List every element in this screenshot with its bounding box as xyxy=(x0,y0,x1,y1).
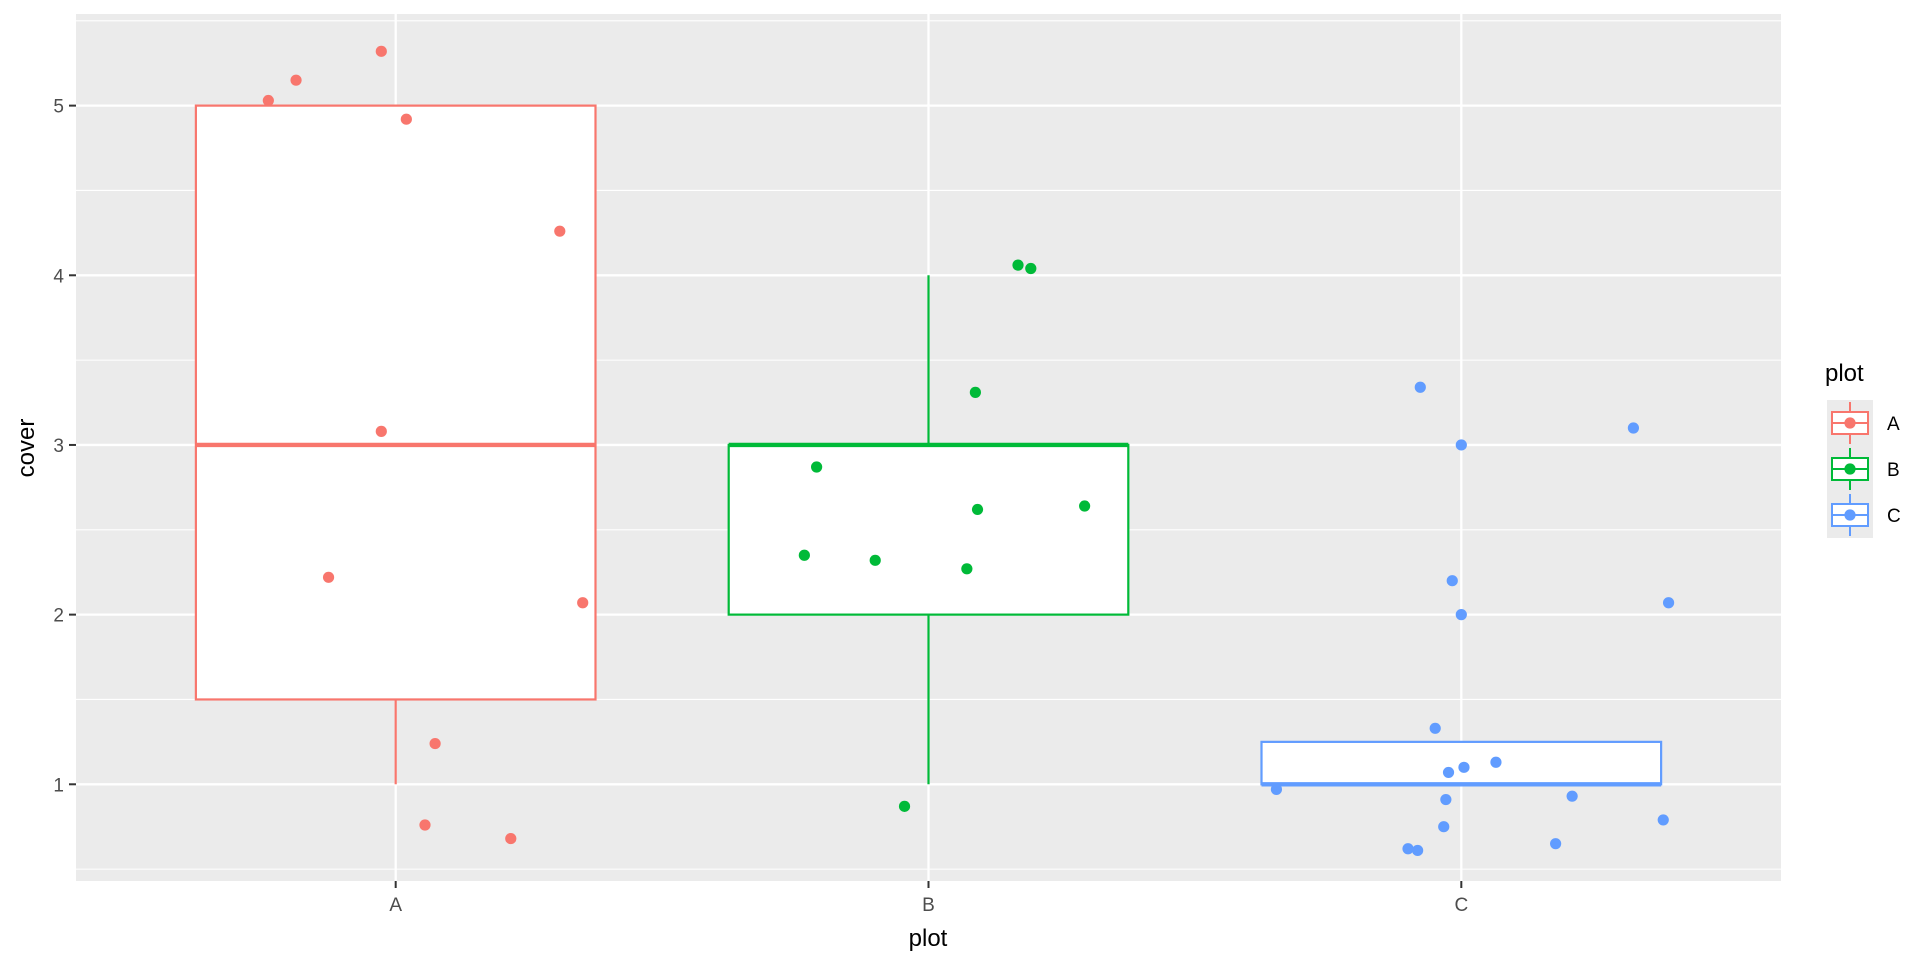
data-point xyxy=(811,461,823,473)
legend-label: A xyxy=(1887,414,1900,435)
data-point xyxy=(1627,422,1640,434)
data-point xyxy=(1455,609,1467,621)
data-point xyxy=(971,503,984,516)
legend-label: C xyxy=(1887,506,1901,527)
data-point xyxy=(1446,575,1458,587)
data-point xyxy=(375,45,387,57)
data-point xyxy=(322,571,335,583)
boxes xyxy=(194,104,1663,787)
x-tick-label: A xyxy=(389,895,402,916)
x-axis-title: plot xyxy=(909,925,948,952)
y-tick-label: 2 xyxy=(53,606,64,627)
data-point xyxy=(1442,766,1455,779)
data-point xyxy=(961,563,973,575)
data-point xyxy=(1438,821,1450,833)
legend-item-a: A xyxy=(1827,400,1900,446)
y-tick-label: 3 xyxy=(53,436,64,457)
data-point xyxy=(1458,761,1470,773)
data-point xyxy=(1402,843,1414,855)
data-point xyxy=(969,386,981,398)
points xyxy=(262,45,1675,857)
data-point xyxy=(798,549,810,561)
x-axis: A B C xyxy=(389,881,1468,916)
data-point xyxy=(1566,790,1578,802)
data-point xyxy=(1025,262,1037,275)
legend-key-point xyxy=(1844,463,1856,475)
box-iqr xyxy=(194,104,597,701)
data-point xyxy=(1490,756,1502,768)
legend-key-point xyxy=(1844,417,1856,429)
y-tick-label: 4 xyxy=(53,266,64,287)
data-point xyxy=(1455,439,1467,451)
box-iqr xyxy=(727,443,1130,616)
legend-item-b: B xyxy=(1827,446,1900,492)
legend-item-c: C xyxy=(1827,492,1901,538)
y-axis: 1 2 3 4 5 xyxy=(53,97,76,796)
y-axis-title: cover xyxy=(13,419,40,478)
y-tick-label: 1 xyxy=(53,775,64,796)
data-point xyxy=(1550,838,1562,850)
data-point xyxy=(1414,381,1426,393)
data-point xyxy=(429,737,441,750)
legend-key-point xyxy=(1844,509,1856,521)
data-point xyxy=(1657,814,1669,826)
legend-label: B xyxy=(1887,460,1900,481)
box-b xyxy=(727,275,1130,785)
data-point xyxy=(869,554,881,566)
data-point xyxy=(577,597,589,609)
x-tick-label: B xyxy=(922,895,935,916)
data-point xyxy=(554,225,566,237)
box-a xyxy=(194,104,597,785)
data-point xyxy=(375,425,387,437)
data-point xyxy=(1440,793,1452,806)
data-point xyxy=(505,832,517,845)
data-point xyxy=(898,800,911,812)
data-point xyxy=(262,94,274,107)
legend: plot A B C xyxy=(1825,360,1901,538)
data-point xyxy=(1270,783,1283,795)
data-point xyxy=(419,819,431,831)
data-point xyxy=(290,74,302,86)
data-point xyxy=(1012,259,1024,271)
data-point xyxy=(1079,500,1091,512)
data-point xyxy=(1662,597,1675,609)
legend-title: plot xyxy=(1825,360,1864,387)
x-tick-label: C xyxy=(1454,895,1468,916)
y-tick-label: 5 xyxy=(53,97,64,118)
data-point xyxy=(1412,844,1424,857)
data-point xyxy=(1429,722,1441,734)
data-point xyxy=(400,113,412,125)
